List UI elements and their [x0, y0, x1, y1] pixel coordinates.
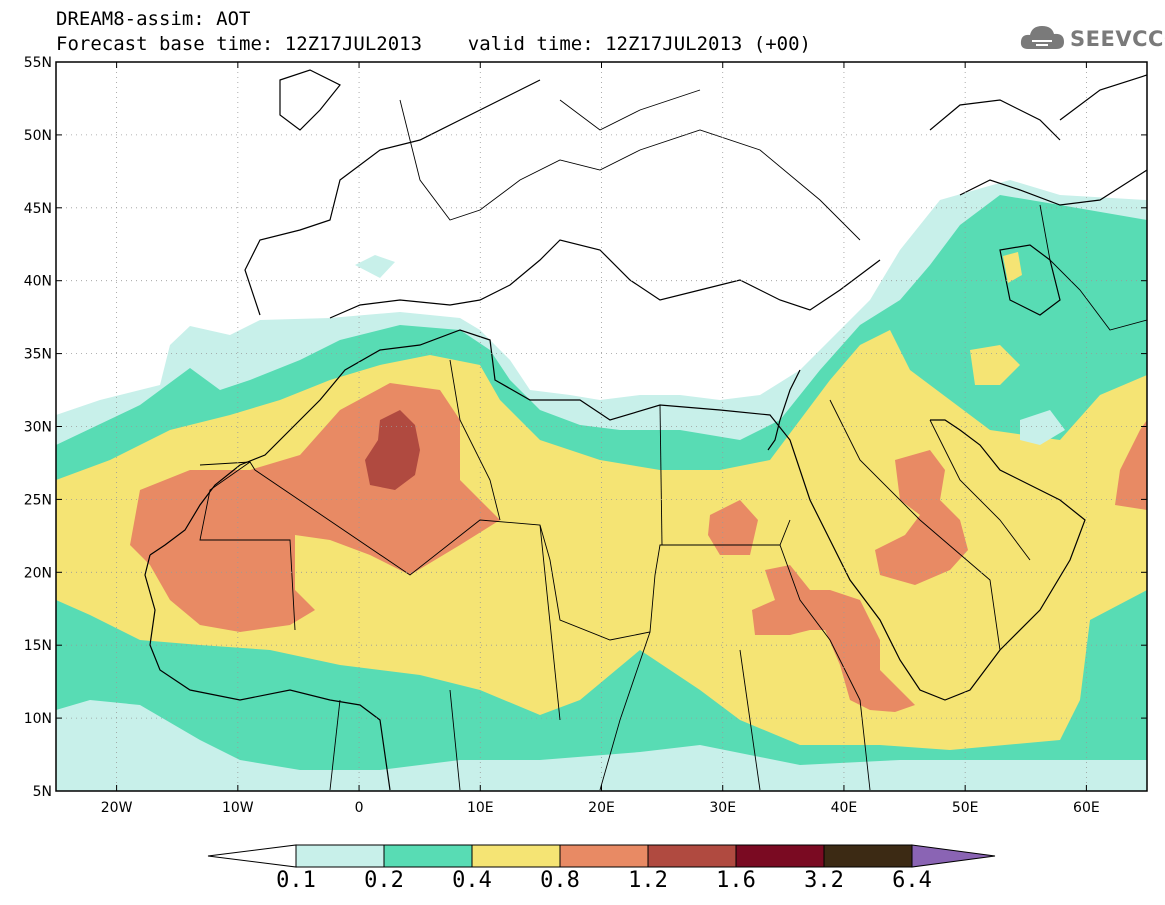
colorbar-tick-label: 0.4	[452, 868, 492, 893]
seevccc-logo: SEEVCCC	[1018, 21, 1165, 57]
lon-tick-label: 50E	[952, 800, 979, 816]
lon-tick-label: 20E	[588, 800, 615, 816]
colorbar-tick-label: 0.2	[364, 868, 404, 893]
colorbar-tick-label: 0.8	[540, 868, 580, 893]
forecast-time-line: Forecast base time: 12Z17JUL2013 valid t…	[56, 33, 811, 55]
lon-tick-label: 40E	[831, 800, 858, 816]
axis-ticks: 20W 10W 0 10E 20E 30E 40E 50E 60E 5N 10N 15N 20N 25N 3…	[24, 55, 1147, 816]
map-title: DREAM8-assim: AOT	[56, 8, 251, 30]
colorbar-tick-label: 3.2	[804, 868, 844, 893]
lat-tick-label: 50N	[24, 128, 52, 144]
lat-tick-label: 25N	[24, 492, 52, 508]
aot-band-0.8	[708, 500, 758, 555]
cloud-icon	[1020, 26, 1064, 49]
lon-tick-label: 0	[355, 800, 364, 816]
country-borders	[199, 89, 1147, 791]
lat-tick-label: 40N	[24, 274, 52, 290]
aot-band-0.8	[752, 565, 915, 712]
colorbar-swatch	[735, 844, 825, 868]
aot-band-0.8	[1115, 420, 1147, 510]
colorbar-under-arrow	[207, 844, 297, 868]
lat-tick-label: 5N	[33, 784, 52, 800]
lat-tick-label: 15N	[24, 638, 52, 654]
colorbar-swatch	[295, 844, 385, 868]
aot-band-0.8	[875, 450, 968, 585]
colorbar-tick-label: 1.2	[628, 868, 668, 893]
colorbar-swatch	[647, 844, 737, 868]
lat-tick-label: 45N	[24, 201, 52, 217]
colorbar-over-arrow	[911, 844, 996, 868]
aot-band-0.4	[970, 345, 1020, 385]
colorbar-tick-label: 6.4	[892, 868, 932, 893]
lon-tick-label: 20W	[101, 800, 133, 816]
aot-band-1.2	[365, 410, 420, 490]
colorbar-swatch	[559, 844, 649, 868]
graticule	[56, 62, 1147, 791]
aot-band-0.1	[355, 255, 395, 278]
aot-band-0.4	[1003, 252, 1022, 283]
lon-tick-label: 10W	[222, 800, 254, 816]
colorbar	[207, 844, 996, 868]
lon-tick-label: 30E	[709, 800, 736, 816]
lon-tick-label: 60E	[1073, 800, 1100, 816]
coastlines	[144, 69, 1147, 791]
lat-tick-label: 20N	[24, 565, 52, 581]
lat-tick-label: 55N	[24, 55, 52, 71]
colorbar-tick-label: 0.1	[276, 868, 316, 893]
aot-band-0.1	[1020, 410, 1065, 445]
colorbar-swatch	[471, 844, 561, 868]
lat-tick-label: 35N	[24, 347, 52, 363]
colorbar-tick-label: 1.6	[716, 868, 756, 893]
lat-tick-label: 30N	[24, 420, 52, 436]
lat-tick-label: 10N	[24, 711, 52, 727]
lon-tick-label: 10E	[467, 800, 494, 816]
colorbar-swatch	[383, 844, 473, 868]
colorbar-swatch	[823, 844, 913, 868]
